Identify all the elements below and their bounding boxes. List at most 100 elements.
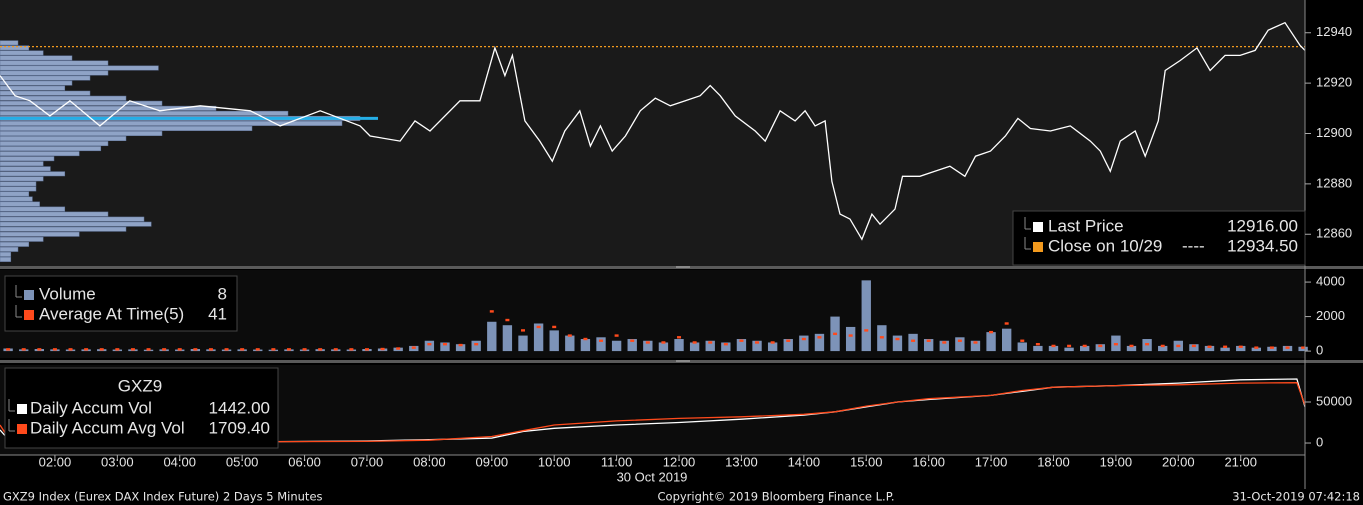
y-tick-label: 0	[1316, 343, 1323, 358]
legend-swatch	[24, 310, 34, 320]
volume-bar	[861, 280, 871, 352]
average-marker	[396, 347, 401, 350]
average-marker	[1051, 344, 1056, 348]
volume-bar	[721, 342, 731, 352]
volume-bar	[1251, 347, 1262, 352]
average-marker	[99, 348, 104, 351]
volume-bar	[705, 340, 715, 352]
volume-bar	[1236, 345, 1246, 352]
average-marker	[458, 343, 463, 347]
average-marker	[755, 341, 760, 344]
volume-bar	[596, 337, 606, 352]
volume-bar	[1017, 342, 1027, 352]
average-marker	[1301, 346, 1306, 349]
profile-bar	[0, 110, 289, 116]
volume-bar	[892, 335, 903, 352]
x-tick-label: 07:00	[351, 454, 384, 469]
x-tick-label: 05:00	[226, 454, 259, 469]
x-tick-label: 19:00	[1100, 454, 1133, 469]
average-marker	[505, 318, 510, 322]
volume-bar	[814, 333, 825, 352]
panel-title: GXZ9	[118, 376, 162, 395]
profile-bar	[0, 211, 109, 217]
profile-bar	[0, 55, 73, 61]
profile-bar	[0, 120, 343, 126]
legend-value: 8	[218, 284, 227, 303]
profile-bar	[0, 221, 152, 227]
legend-value: 41	[208, 304, 227, 323]
average-marker	[692, 341, 697, 344]
y-tick-label: 4000	[1316, 274, 1345, 289]
volume-bar	[923, 339, 934, 352]
volume-bar	[487, 321, 497, 352]
volume-bar	[674, 339, 684, 352]
profile-bar	[0, 176, 44, 182]
average-marker	[614, 334, 619, 337]
x-tick-label: 11:00	[601, 454, 633, 469]
average-marker	[255, 348, 260, 351]
legend-label: Average At Time(5)	[39, 304, 184, 323]
legend-box	[1012, 210, 1306, 266]
profile-bar	[0, 85, 66, 91]
volume-bar	[565, 335, 575, 352]
profile-bar	[0, 45, 30, 51]
volume-bar	[1189, 344, 1199, 352]
legend-swatch	[17, 424, 27, 434]
average-marker	[583, 337, 588, 341]
profile-bar	[0, 80, 73, 86]
volume-bar	[955, 337, 965, 352]
average-marker	[52, 348, 57, 351]
profile-bar	[0, 60, 109, 66]
average-marker	[177, 348, 182, 351]
average-marker	[645, 341, 650, 344]
profile-bar	[0, 161, 44, 167]
profile-bar	[0, 181, 37, 187]
volume-bar	[1048, 345, 1059, 352]
profile-bar	[0, 40, 19, 46]
legend-value: 12934.50	[1227, 236, 1298, 255]
profile-bar	[0, 236, 44, 242]
average-marker	[957, 339, 962, 342]
average-marker	[146, 348, 151, 351]
y-tick-label: 12940	[1316, 24, 1352, 39]
x-tick-label: 06:00	[288, 454, 321, 469]
average-marker	[1113, 342, 1118, 346]
legend-label: Last Price	[1048, 216, 1124, 235]
profile-bar	[0, 50, 44, 56]
average-marker	[817, 336, 822, 339]
volume-bar	[986, 332, 996, 352]
average-marker	[677, 336, 682, 339]
volume-bar	[658, 342, 669, 352]
average-marker	[1207, 345, 1212, 348]
profile-bar	[0, 90, 91, 96]
legend-separator: ----	[1182, 236, 1205, 255]
legend-value: 1442.00	[209, 398, 270, 417]
x-tick-label: 12:00	[663, 454, 696, 469]
profile-bar	[0, 131, 163, 136]
volume-bar	[471, 340, 481, 352]
volume-bar	[1158, 345, 1168, 352]
average-marker	[1176, 344, 1181, 348]
profile-bar	[0, 226, 127, 232]
profile-bar	[0, 171, 66, 177]
average-marker	[1191, 344, 1196, 348]
footer-center: Copyright© 2019 Bloomberg Finance L.P.	[658, 490, 895, 504]
profile-bar	[0, 136, 127, 141]
volume-bar	[845, 326, 856, 352]
profile-bar	[0, 196, 33, 202]
average-marker	[1082, 344, 1087, 348]
volume-bar	[1267, 346, 1277, 352]
y-tick-label: 2000	[1316, 308, 1345, 323]
average-marker	[318, 348, 323, 351]
average-marker	[489, 310, 494, 313]
average-marker	[1145, 342, 1150, 346]
average-marker	[474, 342, 479, 346]
profile-bar	[0, 65, 159, 71]
profile-bar	[0, 206, 66, 212]
profile-bar	[0, 186, 37, 192]
average-marker	[6, 348, 11, 351]
legend-swatch	[24, 290, 34, 300]
volume-bar	[736, 339, 747, 352]
average-marker	[1067, 344, 1072, 348]
